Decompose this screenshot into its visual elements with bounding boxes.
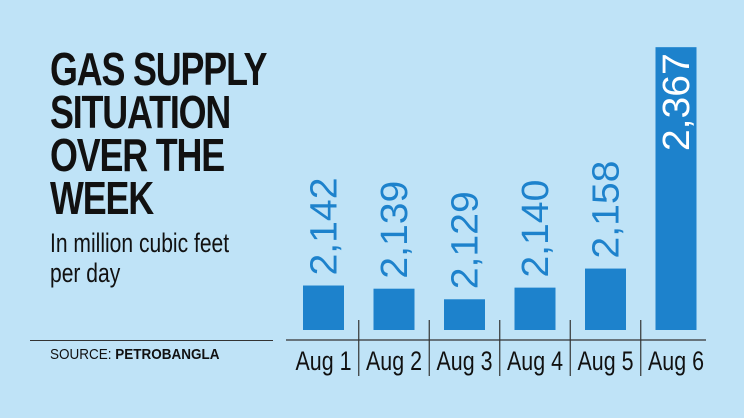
source-name: PETROBANGLA	[115, 346, 220, 363]
subtitle-line: In million cubic feet	[50, 228, 230, 258]
value-label: 2,139	[374, 181, 416, 279]
subtitle-line: per day	[50, 258, 121, 288]
category-label: Aug 6	[648, 346, 704, 376]
value-label: 2,158	[586, 161, 628, 259]
title-line: WEEK	[50, 172, 154, 224]
category-label: Aug 1	[296, 346, 352, 376]
value-label: 2,367	[656, 53, 698, 151]
category-label: Aug 2	[366, 346, 422, 376]
source-prefix: SOURCE:	[50, 346, 112, 363]
title-line: GAS SUPPLY	[50, 43, 267, 95]
value-label: 2,142	[304, 178, 346, 276]
bar-aug-4	[514, 287, 556, 330]
chart-subtitle: In million cubic feet per day	[50, 228, 229, 288]
chart-title: GAS SUPPLY SITUATION OVER THE WEEK	[50, 43, 267, 224]
title-line: SITUATION	[50, 86, 231, 138]
category-label: Aug 3	[437, 346, 493, 376]
title-line: OVER THE	[50, 129, 225, 181]
value-label: 2,140	[515, 180, 557, 278]
source-credit: SOURCE: PETROBANGLA	[50, 346, 220, 363]
bar-aug-5	[585, 268, 626, 330]
category-label: Aug 4	[507, 346, 563, 376]
category-label: Aug 5	[578, 346, 634, 376]
source-divider	[30, 340, 273, 341]
bar-aug-2	[373, 288, 415, 330]
bar-aug-1	[303, 285, 344, 330]
value-label: 2,129	[445, 191, 487, 289]
bar-aug-3	[444, 299, 485, 330]
bar-aug-6	[655, 47, 697, 331]
